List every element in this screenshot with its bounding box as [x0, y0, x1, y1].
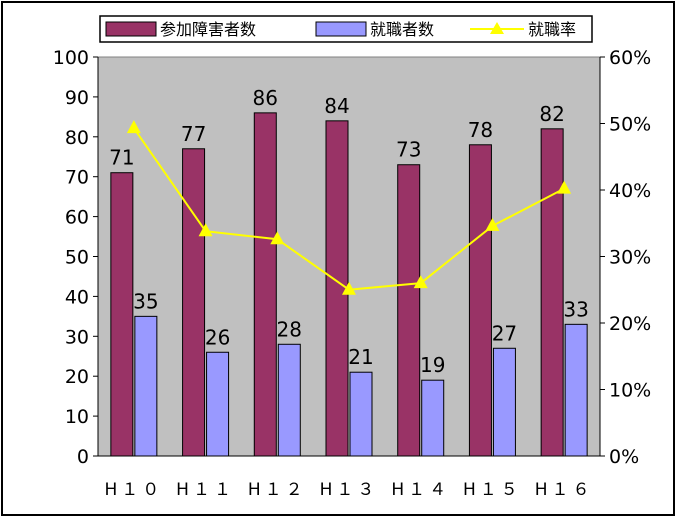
right-tick-label: 0%	[609, 446, 639, 468]
right-tick-label: 40%	[609, 180, 651, 202]
data-label-participants: 77	[181, 122, 206, 146]
right-tick-label: 30%	[609, 247, 651, 269]
plot-area	[97, 56, 601, 457]
bar-employed	[349, 371, 373, 457]
rate-marker	[270, 231, 285, 245]
x-tick-label: H１５	[463, 480, 522, 500]
bar-participants	[397, 164, 421, 457]
left-tick-label: 100	[53, 47, 89, 69]
bar-employed	[421, 379, 445, 457]
left-tick-label: 70	[65, 167, 89, 189]
bar-employed	[277, 343, 301, 457]
rate-marker	[342, 281, 356, 295]
bar-participants	[540, 128, 564, 457]
rate-marker	[485, 217, 500, 231]
data-label-participants: 86	[253, 86, 278, 110]
right-tick-label: 60%	[609, 47, 651, 69]
x-axis: H１０ H１１ H１２ H１３ H１４ H１５ H１６	[98, 455, 600, 500]
data-label-employed: 26	[205, 325, 230, 349]
left-tick-label: 60	[65, 207, 89, 229]
legend-marker-rate	[490, 22, 504, 34]
left-axis: 0 10 20 30 40 50 60 70 80 90 100	[53, 47, 99, 468]
right-axis: 0% 10% 20% 30% 40% 50% 60%	[599, 47, 651, 468]
line-series	[126, 120, 572, 295]
data-labels: 71 35 77 26 86 28 84 21 73 19 78 27 82 33	[109, 86, 589, 377]
bar-participants	[110, 172, 134, 457]
bar-employed	[564, 323, 588, 457]
bar-participants	[468, 144, 492, 457]
rate-marker	[126, 120, 141, 134]
rate-marker	[198, 223, 213, 237]
bar-employed	[206, 351, 230, 457]
bar-participants	[325, 120, 349, 457]
bar-employed	[492, 347, 516, 457]
x-tick-label: H１３	[320, 480, 379, 500]
x-tick-label: H１０	[104, 480, 163, 500]
right-tick-label: 20%	[609, 313, 651, 335]
left-tick-label: 50	[65, 247, 89, 269]
x-tick-label: H１１	[176, 480, 235, 500]
left-tick-label: 40	[65, 286, 89, 308]
legend-label-participants: 参加障害者数	[160, 20, 256, 39]
legend-label-employed: 就職者数	[370, 20, 434, 39]
left-tick-label: 20	[65, 366, 89, 388]
data-label-participants: 84	[324, 94, 349, 118]
data-label-participants: 78	[468, 118, 493, 142]
data-label-employed: 33	[563, 297, 588, 321]
left-tick-label: 10	[65, 406, 89, 428]
right-tick-label: 10%	[609, 380, 651, 402]
data-label-employed: 28	[277, 317, 302, 341]
x-tick-label: H１２	[248, 480, 307, 500]
bar-employed	[134, 315, 158, 457]
legend: 参加障害者数 就職者数 就職率	[99, 15, 593, 43]
left-tick-label: 90	[65, 87, 89, 109]
data-label-employed: 21	[348, 345, 373, 369]
rate-marker	[557, 180, 572, 194]
x-tick-label: H１４	[391, 480, 450, 500]
bar-participants	[182, 148, 206, 457]
x-tick-label: H１６	[535, 480, 594, 500]
left-tick-label: 0	[77, 446, 89, 468]
data-label-participants: 82	[539, 102, 564, 126]
bar-series	[110, 112, 588, 457]
bar-participants	[253, 112, 277, 457]
legend-label-rate: 就職率	[528, 20, 576, 39]
data-label-participants: 71	[109, 146, 134, 170]
data-label-employed: 35	[133, 289, 158, 313]
left-tick-label: 80	[65, 127, 89, 149]
right-tick-label: 50%	[609, 114, 651, 136]
legend-swatch-employed	[315, 21, 367, 37]
data-label-participants: 73	[396, 138, 421, 162]
left-tick-label: 30	[65, 326, 89, 348]
rate-marker	[413, 275, 428, 289]
data-label-employed: 19	[420, 353, 445, 377]
legend-swatch-participants	[105, 21, 157, 37]
data-label-employed: 27	[492, 321, 517, 345]
